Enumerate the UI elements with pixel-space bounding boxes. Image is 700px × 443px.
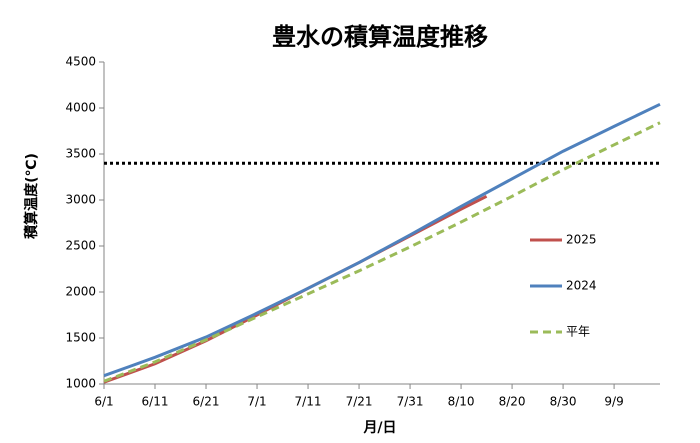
legend-label: 2025 bbox=[566, 233, 597, 247]
x-tick-label: 8/10 bbox=[448, 395, 475, 409]
x-tick-label: 6/21 bbox=[193, 395, 220, 409]
y-tick-label: 4500 bbox=[65, 55, 96, 69]
x-tick-label: 6/11 bbox=[142, 395, 169, 409]
series-line bbox=[103, 121, 661, 383]
x-axis-title: 月/日 bbox=[362, 420, 396, 436]
y-tick-label: 4000 bbox=[65, 101, 96, 115]
y-tick-label: 1500 bbox=[65, 331, 96, 345]
y-axis-title: 積算温度(℃) bbox=[23, 153, 40, 240]
x-tick-label: 6/1 bbox=[94, 395, 113, 409]
y-tick-label: 3000 bbox=[65, 193, 96, 207]
chart-title: 豊水の積算温度推移 bbox=[272, 23, 488, 51]
y-tick-label: 2000 bbox=[65, 285, 96, 299]
x-tick-label: 8/30 bbox=[550, 395, 577, 409]
y-tick-label: 3500 bbox=[65, 147, 96, 161]
legend-label: 平年 bbox=[566, 325, 590, 339]
y-tick-label: 2500 bbox=[65, 239, 96, 253]
legend-label: 2024 bbox=[566, 279, 597, 293]
x-tick-label: 8/20 bbox=[499, 395, 526, 409]
y-tick-label: 1000 bbox=[65, 377, 96, 391]
x-tick-label: 7/31 bbox=[397, 395, 424, 409]
x-tick-label: 7/1 bbox=[247, 395, 266, 409]
x-tick-label: 9/9 bbox=[604, 395, 623, 409]
x-tick-label: 7/21 bbox=[346, 395, 373, 409]
x-tick-label: 7/11 bbox=[295, 395, 322, 409]
series-line bbox=[103, 102, 661, 378]
